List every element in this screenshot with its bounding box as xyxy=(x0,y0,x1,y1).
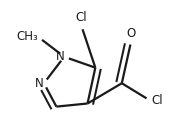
Text: N: N xyxy=(35,77,44,90)
Text: CH₃: CH₃ xyxy=(16,30,38,43)
Text: Cl: Cl xyxy=(151,94,163,107)
Text: O: O xyxy=(126,27,136,40)
Text: N: N xyxy=(55,50,64,63)
Text: Cl: Cl xyxy=(76,11,87,24)
